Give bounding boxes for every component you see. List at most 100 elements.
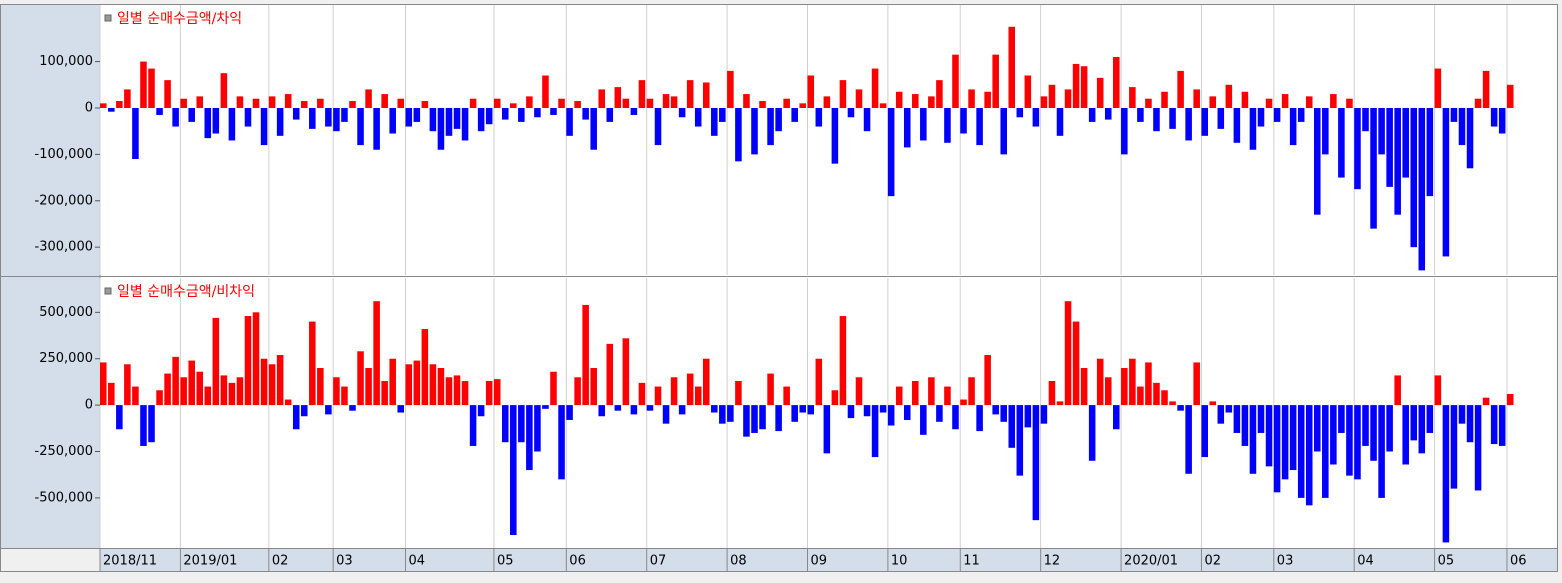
panel-title: 일별 순매수금액/차익 bbox=[117, 11, 242, 27]
bar bbox=[783, 98, 790, 108]
bar bbox=[574, 377, 581, 406]
bar bbox=[791, 107, 798, 122]
bar bbox=[357, 351, 364, 406]
bar bbox=[727, 70, 734, 108]
bar bbox=[678, 107, 686, 118]
bar bbox=[871, 68, 879, 108]
bar bbox=[196, 371, 204, 406]
bar bbox=[1249, 107, 1257, 150]
bar bbox=[1426, 405, 1434, 433]
bar bbox=[807, 405, 815, 415]
bar bbox=[654, 386, 662, 406]
bar bbox=[1080, 368, 1088, 406]
bar bbox=[542, 405, 549, 409]
bar bbox=[735, 380, 742, 406]
bar bbox=[1233, 107, 1241, 143]
bar bbox=[767, 107, 774, 146]
bar bbox=[1498, 405, 1506, 446]
x-axis-area bbox=[100, 549, 1557, 571]
bar bbox=[920, 107, 927, 141]
bar bbox=[1314, 405, 1321, 452]
bar bbox=[1201, 405, 1208, 458]
bar bbox=[1354, 107, 1361, 190]
y-tick-label: 500,000 bbox=[39, 305, 93, 320]
bar bbox=[317, 368, 324, 406]
bar bbox=[445, 377, 453, 406]
bar bbox=[895, 386, 903, 406]
bar bbox=[1362, 405, 1369, 446]
legend-swatch bbox=[104, 287, 112, 295]
bar bbox=[1241, 405, 1249, 446]
bar bbox=[815, 358, 823, 406]
bar bbox=[1056, 107, 1064, 136]
bar bbox=[373, 107, 380, 150]
bar bbox=[686, 373, 694, 406]
bar bbox=[132, 107, 139, 160]
bar bbox=[1386, 107, 1393, 187]
bar bbox=[1281, 405, 1289, 480]
bar bbox=[662, 94, 670, 108]
bar bbox=[1137, 386, 1144, 406]
bar bbox=[1257, 405, 1265, 433]
bar bbox=[1386, 405, 1393, 452]
bar bbox=[582, 107, 589, 120]
bar bbox=[1104, 107, 1112, 120]
bar bbox=[124, 364, 131, 406]
bar bbox=[429, 107, 437, 132]
bar bbox=[1217, 107, 1225, 129]
bar bbox=[1048, 380, 1056, 406]
bar bbox=[952, 405, 959, 430]
bar bbox=[1096, 358, 1104, 406]
bar bbox=[791, 405, 798, 422]
bar bbox=[260, 358, 268, 406]
bar bbox=[855, 89, 863, 108]
bar bbox=[228, 382, 236, 406]
bar bbox=[365, 89, 372, 108]
bar bbox=[847, 405, 855, 419]
bar bbox=[365, 368, 372, 406]
x-tick-label: 06 bbox=[569, 554, 586, 569]
bar bbox=[1442, 107, 1450, 257]
bar bbox=[1137, 107, 1144, 122]
bar bbox=[445, 107, 453, 136]
bar bbox=[268, 96, 276, 108]
bar bbox=[453, 375, 461, 406]
bar bbox=[638, 382, 646, 406]
bar bbox=[1153, 107, 1160, 132]
bar bbox=[719, 107, 726, 122]
bar bbox=[389, 358, 396, 406]
bar bbox=[702, 82, 710, 108]
bar bbox=[405, 107, 413, 127]
bar bbox=[1113, 405, 1120, 430]
x-tick-label: 04 bbox=[409, 554, 426, 569]
bar bbox=[437, 368, 445, 406]
bar bbox=[606, 107, 614, 122]
bar bbox=[1032, 405, 1040, 521]
bar bbox=[614, 87, 622, 108]
bar bbox=[903, 405, 911, 420]
bar bbox=[566, 405, 573, 420]
bar bbox=[1370, 405, 1377, 461]
bar bbox=[1064, 89, 1072, 108]
bar bbox=[815, 107, 823, 127]
bar bbox=[1450, 405, 1458, 489]
bar bbox=[1104, 377, 1112, 406]
bar bbox=[879, 405, 887, 413]
bar bbox=[759, 101, 766, 108]
bar bbox=[325, 107, 332, 127]
bar bbox=[912, 94, 919, 108]
bar bbox=[928, 96, 935, 108]
bar bbox=[276, 355, 284, 406]
bar bbox=[1273, 405, 1281, 493]
bar bbox=[1129, 358, 1136, 406]
bar bbox=[670, 96, 678, 108]
bar bbox=[928, 377, 935, 406]
bar bbox=[936, 405, 943, 422]
bar bbox=[204, 386, 212, 406]
bar bbox=[1072, 321, 1080, 406]
bar bbox=[1410, 405, 1418, 441]
bar bbox=[976, 107, 983, 146]
bar bbox=[180, 377, 187, 406]
bar bbox=[751, 405, 758, 433]
bar bbox=[598, 89, 606, 108]
